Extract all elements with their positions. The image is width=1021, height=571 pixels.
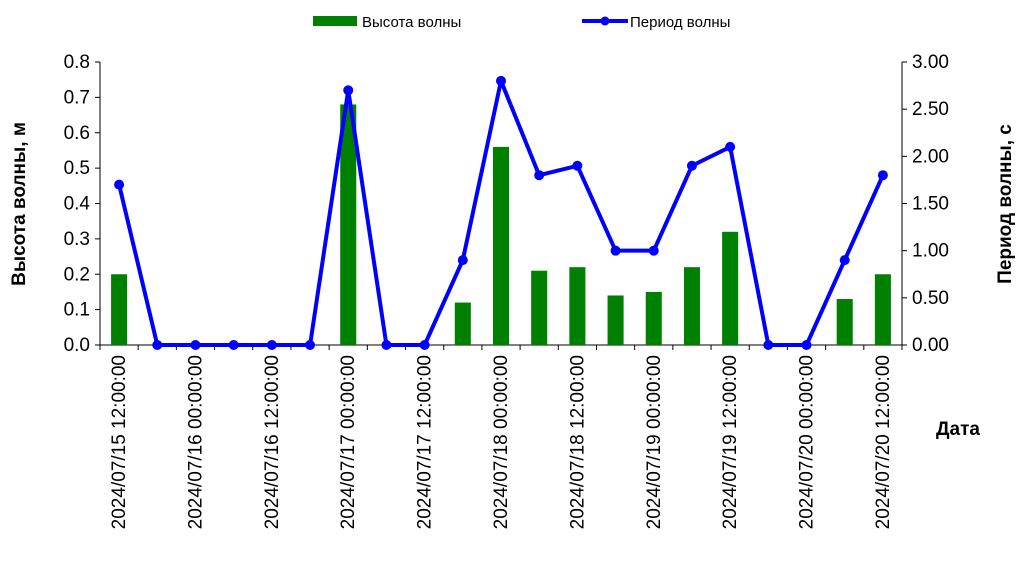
wave-period-point xyxy=(305,340,316,350)
x-tick-label: 2024/07/18 00:00:00 xyxy=(491,355,512,529)
wave-period-point xyxy=(763,340,774,350)
y-right-tick-label: 0.50 xyxy=(912,288,949,309)
y-axis-left-ticks: 0.0 0.1 0.2 0.3 0.4 0.5 0.6 0.7 0.8 xyxy=(64,52,100,356)
wave-period-point xyxy=(572,160,583,171)
wave-height-bar xyxy=(683,267,700,345)
wave-height-bar xyxy=(340,104,357,345)
y-left-tick-label: 0.3 xyxy=(64,229,90,250)
wave-period-point xyxy=(381,340,392,350)
wave-period-point xyxy=(457,255,468,266)
legend: Высота волны Период волны xyxy=(313,14,730,31)
wave-period-point xyxy=(801,340,812,350)
wave-period-point xyxy=(839,255,850,266)
wave-period-point xyxy=(496,75,506,86)
legend-swatch-wave-height xyxy=(313,16,357,26)
legend-label-wave-period: Период волны xyxy=(630,14,730,31)
y-right-tick-label: 0.00 xyxy=(912,335,949,356)
wave-period-point xyxy=(190,340,201,350)
y-axis-right-ticks: 0.00 0.50 1.00 1.50 2.00 2.50 3.00 xyxy=(902,52,949,356)
wave-period-line xyxy=(114,75,888,350)
legend-label-wave-height: Высота волны xyxy=(362,14,461,31)
wave-height-bar xyxy=(874,274,891,345)
x-tick-label: 2024/07/16 00:00:00 xyxy=(185,355,206,529)
wave-height-bar xyxy=(492,146,510,345)
y-left-tick-label: 0.2 xyxy=(64,264,90,285)
wave-height-bar xyxy=(607,295,624,345)
y-right-tick-label: 2.00 xyxy=(912,146,949,167)
wave-period-point xyxy=(343,85,354,96)
x-tick-label: 2024/07/20 00:00:00 xyxy=(797,355,818,529)
y-axis-left-title: Высота волны, м xyxy=(9,122,30,286)
wave-period-point xyxy=(877,170,888,181)
x-tick-label: 2024/07/17 00:00:00 xyxy=(338,355,359,529)
wave-height-bar xyxy=(454,302,471,345)
y-left-tick-label: 0.0 xyxy=(64,335,90,356)
wave-period-point xyxy=(725,141,736,152)
wave-height-bar xyxy=(836,299,853,345)
wave-period-point xyxy=(266,340,277,350)
wave-height-bars xyxy=(111,104,891,345)
wave-period-point xyxy=(534,170,545,181)
wave-period-point xyxy=(686,160,697,171)
wave-period-point xyxy=(419,340,430,350)
legend-marker-wave-period xyxy=(600,16,610,26)
y-left-tick-label: 0.5 xyxy=(64,158,90,179)
wave-period-point xyxy=(610,245,621,256)
x-tick-label: 2024/07/17 12:00:00 xyxy=(415,355,436,529)
y-left-tick-label: 0.4 xyxy=(64,194,91,215)
y-left-tick-label: 0.6 xyxy=(64,123,90,144)
wave-period-point xyxy=(152,340,163,350)
x-tick-label: 2024/07/19 00:00:00 xyxy=(644,355,665,529)
x-tick-label: 2024/07/16 12:00:00 xyxy=(262,355,283,529)
x-axis-title: Дата xyxy=(936,419,980,440)
wave-height-bar xyxy=(111,274,128,345)
wave-height-bar xyxy=(722,231,739,345)
wave-height-bar xyxy=(645,291,662,345)
wave-height-bar xyxy=(531,270,548,345)
y-right-tick-label: 1.00 xyxy=(912,241,949,262)
x-tick-label: 2024/07/19 12:00:00 xyxy=(720,355,741,529)
y-right-tick-label: 3.00 xyxy=(912,52,949,73)
y-left-tick-label: 0.8 xyxy=(64,52,90,73)
y-left-tick-label: 0.7 xyxy=(64,87,90,108)
wave-period-point xyxy=(228,340,239,350)
wave-period-point xyxy=(114,179,125,190)
x-tick-label: 2024/07/15 12:00:00 xyxy=(109,355,130,529)
x-axis-ticks: 2024/07/15 12:00:00 2024/07/16 00:00:00 20… xyxy=(99,345,903,529)
x-tick-label: 2024/07/20 12:00:00 xyxy=(873,355,894,529)
x-tick-label: 2024/07/18 12:00:00 xyxy=(567,355,588,529)
wave-height-bar xyxy=(569,267,586,345)
wave-period-point xyxy=(648,245,659,256)
y-left-tick-label: 0.1 xyxy=(64,300,90,321)
y-right-tick-label: 1.50 xyxy=(912,194,949,215)
y-axis-right-title: Период волны, с xyxy=(995,124,1016,284)
y-right-tick-label: 2.50 xyxy=(912,99,949,120)
